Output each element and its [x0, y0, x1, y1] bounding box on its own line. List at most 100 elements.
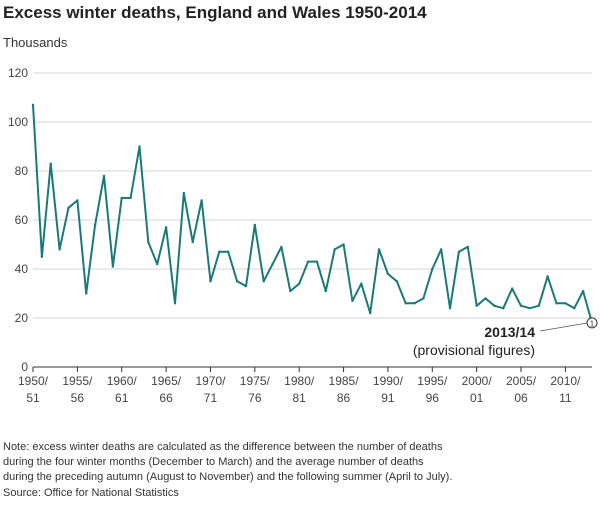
x-tick-label: 06 [514, 391, 528, 405]
x-tick-label: 1980/ [284, 374, 315, 388]
y-tick-label: 80 [15, 164, 29, 178]
footnote-line: during the preceding autumn (August to N… [3, 471, 453, 483]
data-point [76, 199, 79, 202]
footnote-line: during the four winter months (December … [3, 456, 424, 468]
data-point [510, 287, 514, 290]
x-tick-label: 51 [26, 391, 40, 405]
data-point [49, 162, 52, 165]
x-tick-label: 01 [470, 391, 484, 405]
x-tick-label: 76 [248, 391, 262, 405]
data-point [173, 302, 177, 305]
data-point [448, 307, 452, 310]
data-point [573, 307, 576, 310]
x-tick-label: 1985/ [329, 374, 360, 388]
data-point [581, 289, 585, 293]
y-unit-label: Thousands [3, 35, 68, 50]
data-point [484, 297, 487, 300]
x-tick-label: 1955/ [62, 374, 93, 388]
data-point [209, 280, 212, 283]
data-point [377, 248, 381, 251]
data-point [555, 302, 558, 305]
annotation-layer: 1 2013/14 (provisional figures) [413, 317, 598, 358]
x-tick-label: 1950/ [18, 374, 49, 388]
data-point [156, 262, 159, 266]
data-point [182, 191, 186, 195]
x-tick-label: 2000/ [462, 374, 493, 388]
footnote: Note: excess winter deaths are calculate… [3, 440, 593, 485]
series-layer [31, 103, 594, 325]
y-tick-label: 0 [21, 360, 28, 374]
x-tick-label: 11 [559, 391, 572, 405]
data-point [395, 280, 398, 283]
gridlines [33, 72, 592, 319]
x-tick-label: 1995/ [417, 374, 448, 388]
data-point [386, 272, 390, 276]
x-tick-label: 71 [204, 391, 218, 405]
data-point [67, 206, 70, 209]
data-point [93, 223, 97, 227]
x-tick-label: 2005/ [506, 374, 537, 388]
data-point [102, 174, 106, 178]
data-point [493, 304, 496, 307]
annotation-marker-number: 1 [590, 319, 595, 328]
data-point [164, 226, 168, 229]
data-point [413, 302, 416, 305]
x-tick-label: 86 [337, 391, 351, 405]
data-point [528, 307, 532, 310]
data-point [475, 304, 478, 307]
data-point [333, 248, 336, 251]
data-point [138, 145, 141, 148]
data-point [120, 196, 123, 200]
chart-title: Excess winter deaths, England and Wales … [3, 3, 427, 22]
y-tick-label: 120 [8, 66, 28, 80]
x-tick-label: 1975/ [240, 374, 271, 388]
data-point [422, 297, 425, 300]
x-tick-label: 91 [381, 391, 395, 405]
x-tick-label: 56 [71, 391, 85, 405]
data-point [297, 282, 301, 285]
data-point [129, 196, 132, 200]
data-point [253, 223, 257, 227]
data-point [351, 299, 354, 303]
data-point [271, 262, 274, 266]
data-point [546, 275, 549, 278]
annotation-marker [586, 317, 598, 329]
x-tick-label: 1965/ [151, 374, 182, 388]
data-point [147, 240, 150, 244]
data-point [431, 267, 434, 271]
x-tick-label: 81 [293, 391, 307, 405]
data-point [457, 250, 461, 254]
data-point [368, 311, 372, 315]
data-point [404, 302, 407, 305]
data-point [289, 289, 292, 293]
data-point [519, 304, 523, 307]
y-axis-tick-labels: 0 20 40 60 80 100 120 [8, 66, 28, 374]
x-tick-label: 2010/ [550, 374, 581, 388]
data-point [439, 248, 443, 251]
annotation-label-bold: 2013/14 [484, 324, 535, 340]
x-axis: 1950/51 1955/56 1960/61 1965/66 1970/71 1975/… [18, 366, 592, 405]
data-point [235, 280, 239, 283]
data-point [360, 282, 363, 285]
data-point [537, 304, 540, 307]
data-point [227, 250, 230, 254]
annotation-label: (provisional figures) [413, 342, 535, 358]
data-point [502, 307, 505, 310]
data-point [111, 265, 115, 268]
data-point [200, 199, 203, 202]
data-point [306, 260, 310, 263]
y-tick-label: 20 [15, 311, 29, 325]
data-point [280, 245, 283, 249]
data-point [218, 250, 221, 254]
data-point [262, 280, 265, 283]
y-tick-label: 60 [15, 213, 29, 227]
x-tick-label: 61 [115, 391, 129, 405]
data-point [564, 302, 567, 305]
series-line [32, 104, 593, 324]
data-point [315, 260, 319, 263]
data-point [40, 255, 44, 258]
x-tick-label: 1970/ [195, 374, 226, 388]
data-point [191, 240, 194, 244]
annotation-leader-line [539, 322, 589, 332]
